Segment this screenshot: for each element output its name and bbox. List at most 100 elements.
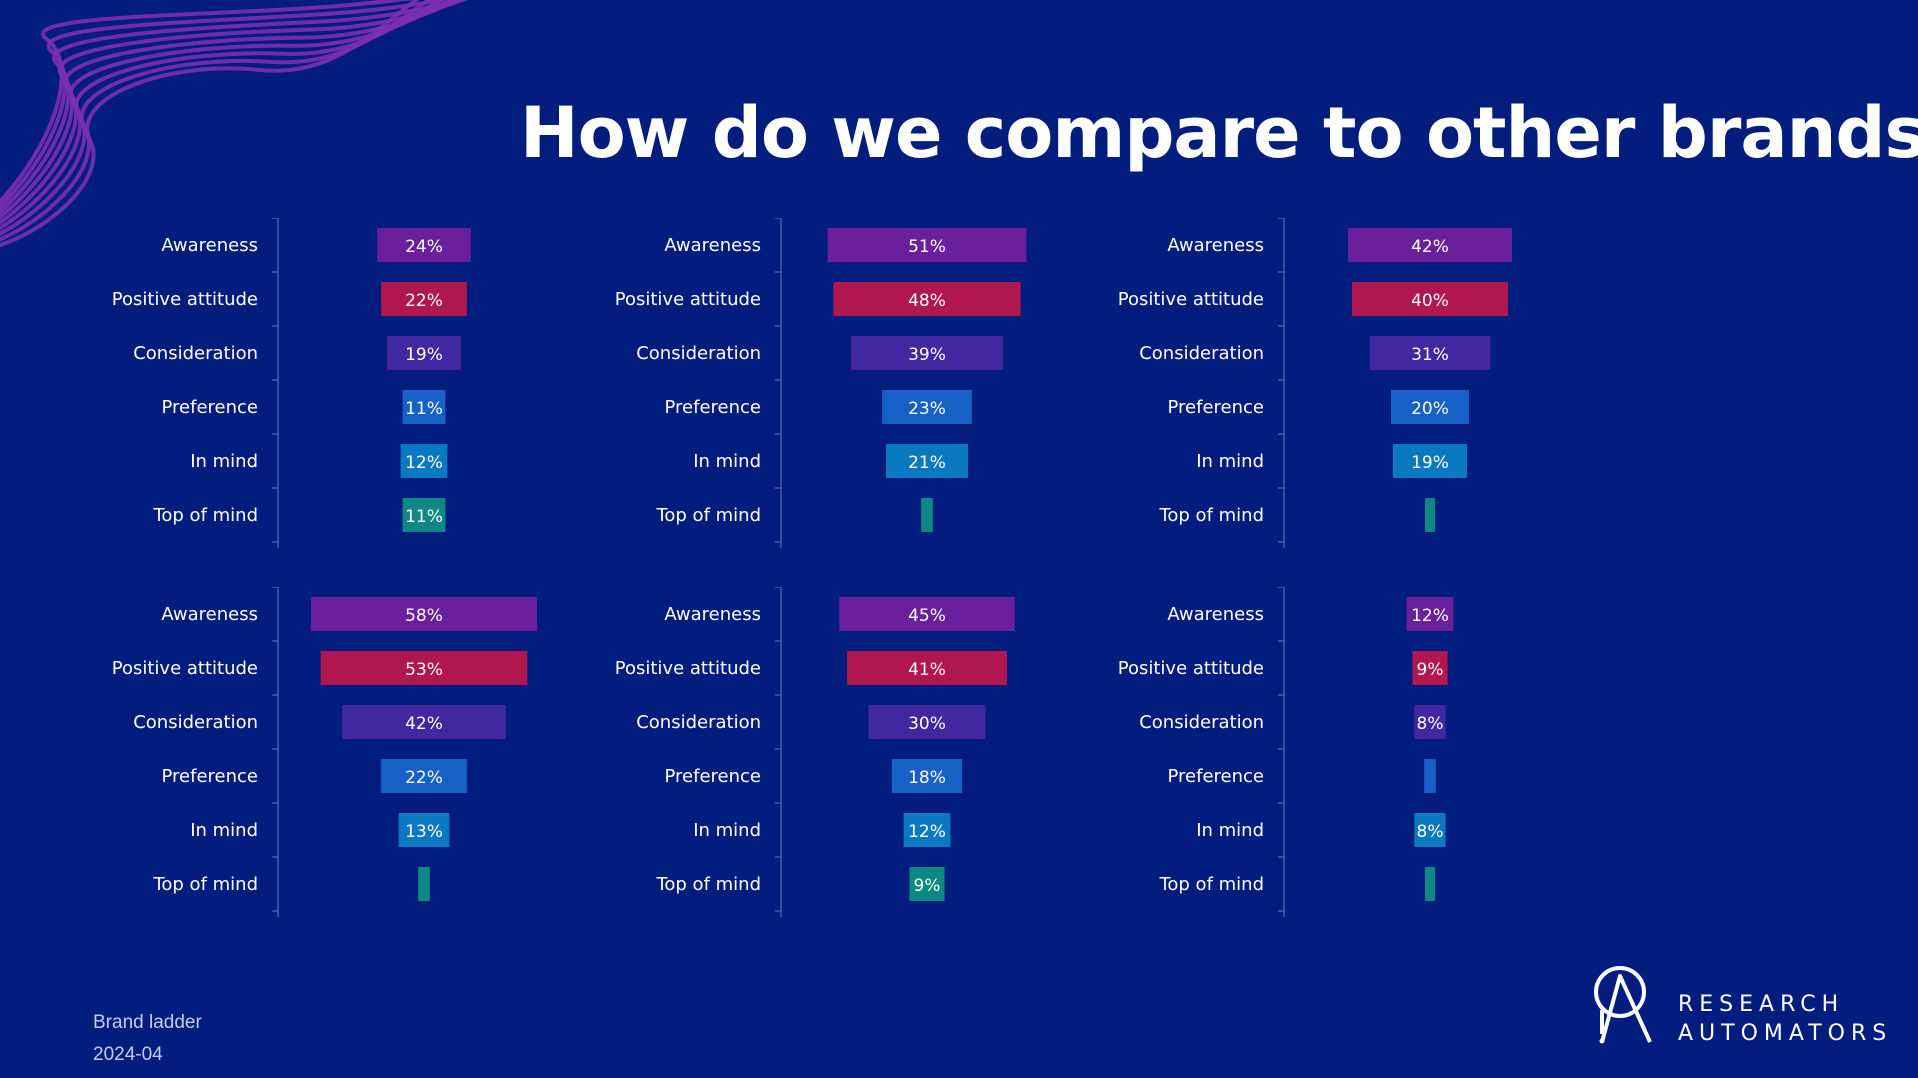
- data-label: 8%: [1417, 714, 1444, 734]
- category-label: Consideration: [636, 343, 761, 364]
- category-label: In mind: [190, 451, 258, 472]
- bar-positive-attitude: [320, 651, 528, 685]
- bar-positive-attitude: [847, 651, 1007, 685]
- ladder-chart-svg: Awareness 58% Positive attitude 53% Consider…: [112, 587, 538, 917]
- bar-in-mind: [400, 444, 448, 478]
- data-label: 23%: [908, 399, 946, 419]
- ladder-chart-2: Awareness 51% Positive attitude 48% Consider…: [593, 218, 1093, 548]
- bar-awareness: [310, 597, 538, 631]
- bar-top-of-mind: [418, 867, 430, 901]
- decorative-wave-lines: [0, 0, 469, 247]
- data-label: 9%: [1417, 660, 1444, 680]
- data-label: 12%: [908, 822, 946, 842]
- bar-consideration: [1414, 705, 1446, 739]
- data-label: 19%: [1411, 453, 1449, 473]
- category-label: Positive attitude: [1118, 289, 1264, 310]
- bar-in-mind: [1392, 444, 1468, 478]
- category-label: Positive attitude: [1118, 658, 1264, 679]
- ladder-chart-1: Awareness 24% Positive attitude 22% Consider…: [90, 218, 590, 548]
- ladder-chart-svg: Awareness 24% Positive attitude 22% Consider…: [112, 218, 471, 548]
- category-label: Consideration: [636, 712, 761, 733]
- data-label: 30%: [908, 714, 946, 734]
- data-label: 58%: [405, 606, 443, 626]
- data-label: 48%: [908, 291, 946, 311]
- ladder-chart-svg: Awareness 45% Positive attitude 41% Consider…: [615, 587, 1015, 917]
- category-label: Positive attitude: [112, 658, 258, 679]
- bar-positive-attitude: [1412, 651, 1448, 685]
- category-label: Positive attitude: [615, 289, 761, 310]
- bar-positive-attitude: [833, 282, 1021, 316]
- footer-period: 2024-04: [93, 1044, 163, 1065]
- data-label: 13%: [405, 822, 443, 842]
- category-label: Consideration: [133, 343, 258, 364]
- decorative-wave-line: [0, 0, 464, 225]
- category-label: Preference: [162, 766, 259, 787]
- category-label: Top of mind: [152, 874, 258, 895]
- footer-report-name: Brand ladder: [93, 1012, 202, 1033]
- category-label: Preference: [1168, 397, 1265, 418]
- decorative-wave-line: [0, 0, 414, 205]
- bar-consideration: [1369, 336, 1491, 370]
- category-label: Top of mind: [655, 874, 761, 895]
- data-label: 40%: [1411, 291, 1449, 311]
- data-label: 45%: [908, 606, 946, 626]
- bar-top-of-mind: [909, 867, 945, 901]
- bar-top-of-mind: [1425, 867, 1435, 901]
- ladder-chart-svg: Awareness 51% Positive attitude 48% Consider…: [615, 218, 1027, 548]
- category-label: Awareness: [664, 235, 761, 256]
- category-label: Positive attitude: [112, 289, 258, 310]
- data-label: 9%: [914, 876, 941, 896]
- bar-preference: [402, 390, 446, 424]
- bar-positive-attitude: [1352, 282, 1508, 316]
- data-label: 20%: [1411, 399, 1449, 419]
- bar-in-mind: [1414, 813, 1446, 847]
- bar-in-mind: [903, 813, 951, 847]
- ladder-chart-svg: Awareness 42% Positive attitude 40% Consider…: [1118, 218, 1512, 548]
- category-label: Preference: [665, 766, 762, 787]
- bar-consideration: [850, 336, 1004, 370]
- bar-top-of-mind: [402, 498, 446, 532]
- bar-positive-attitude: [381, 282, 467, 316]
- bar-consideration: [868, 705, 986, 739]
- bar-preference: [891, 759, 963, 793]
- logo-text-line1: RESEARCH: [1678, 992, 1845, 1017]
- data-label: 42%: [405, 714, 443, 734]
- data-label: 24%: [405, 237, 443, 257]
- data-label: 53%: [405, 660, 443, 680]
- bar-awareness: [1348, 228, 1512, 262]
- bar-in-mind: [398, 813, 450, 847]
- data-label: 39%: [908, 345, 946, 365]
- category-label: In mind: [190, 820, 258, 841]
- data-label: 18%: [908, 768, 946, 788]
- data-label: 42%: [1411, 237, 1449, 257]
- category-label: Positive attitude: [615, 658, 761, 679]
- data-label: 51%: [908, 237, 946, 257]
- category-label: In mind: [1196, 451, 1264, 472]
- category-label: Preference: [1168, 766, 1265, 787]
- data-label: 12%: [405, 453, 443, 473]
- logo-text-line2: AUTOMATORS: [1678, 1021, 1893, 1046]
- page-title: How do we compare to other brands?: [520, 92, 1918, 174]
- bar-preference: [1424, 759, 1436, 793]
- bar-top-of-mind: [1425, 498, 1435, 532]
- category-label: Preference: [162, 397, 259, 418]
- bar-preference: [1391, 390, 1469, 424]
- bar-awareness: [1406, 597, 1454, 631]
- category-label: In mind: [693, 451, 761, 472]
- bar-consideration: [386, 336, 462, 370]
- data-label: 12%: [1411, 606, 1449, 626]
- decorative-wave-line: [0, 0, 467, 215]
- bar-awareness: [827, 228, 1027, 262]
- category-label: Consideration: [1139, 343, 1264, 364]
- data-label: 41%: [908, 660, 946, 680]
- data-label: 19%: [405, 345, 443, 365]
- ladder-chart-svg: Awareness 12% Positive attitude 9% Considera…: [1118, 587, 1454, 917]
- category-label: Awareness: [1167, 604, 1264, 625]
- category-label: Top of mind: [1158, 874, 1264, 895]
- category-label: In mind: [693, 820, 761, 841]
- bar-preference: [381, 759, 467, 793]
- category-label: In mind: [1196, 820, 1264, 841]
- category-label: Consideration: [133, 712, 258, 733]
- category-label: Awareness: [1167, 235, 1264, 256]
- category-label: Awareness: [161, 604, 258, 625]
